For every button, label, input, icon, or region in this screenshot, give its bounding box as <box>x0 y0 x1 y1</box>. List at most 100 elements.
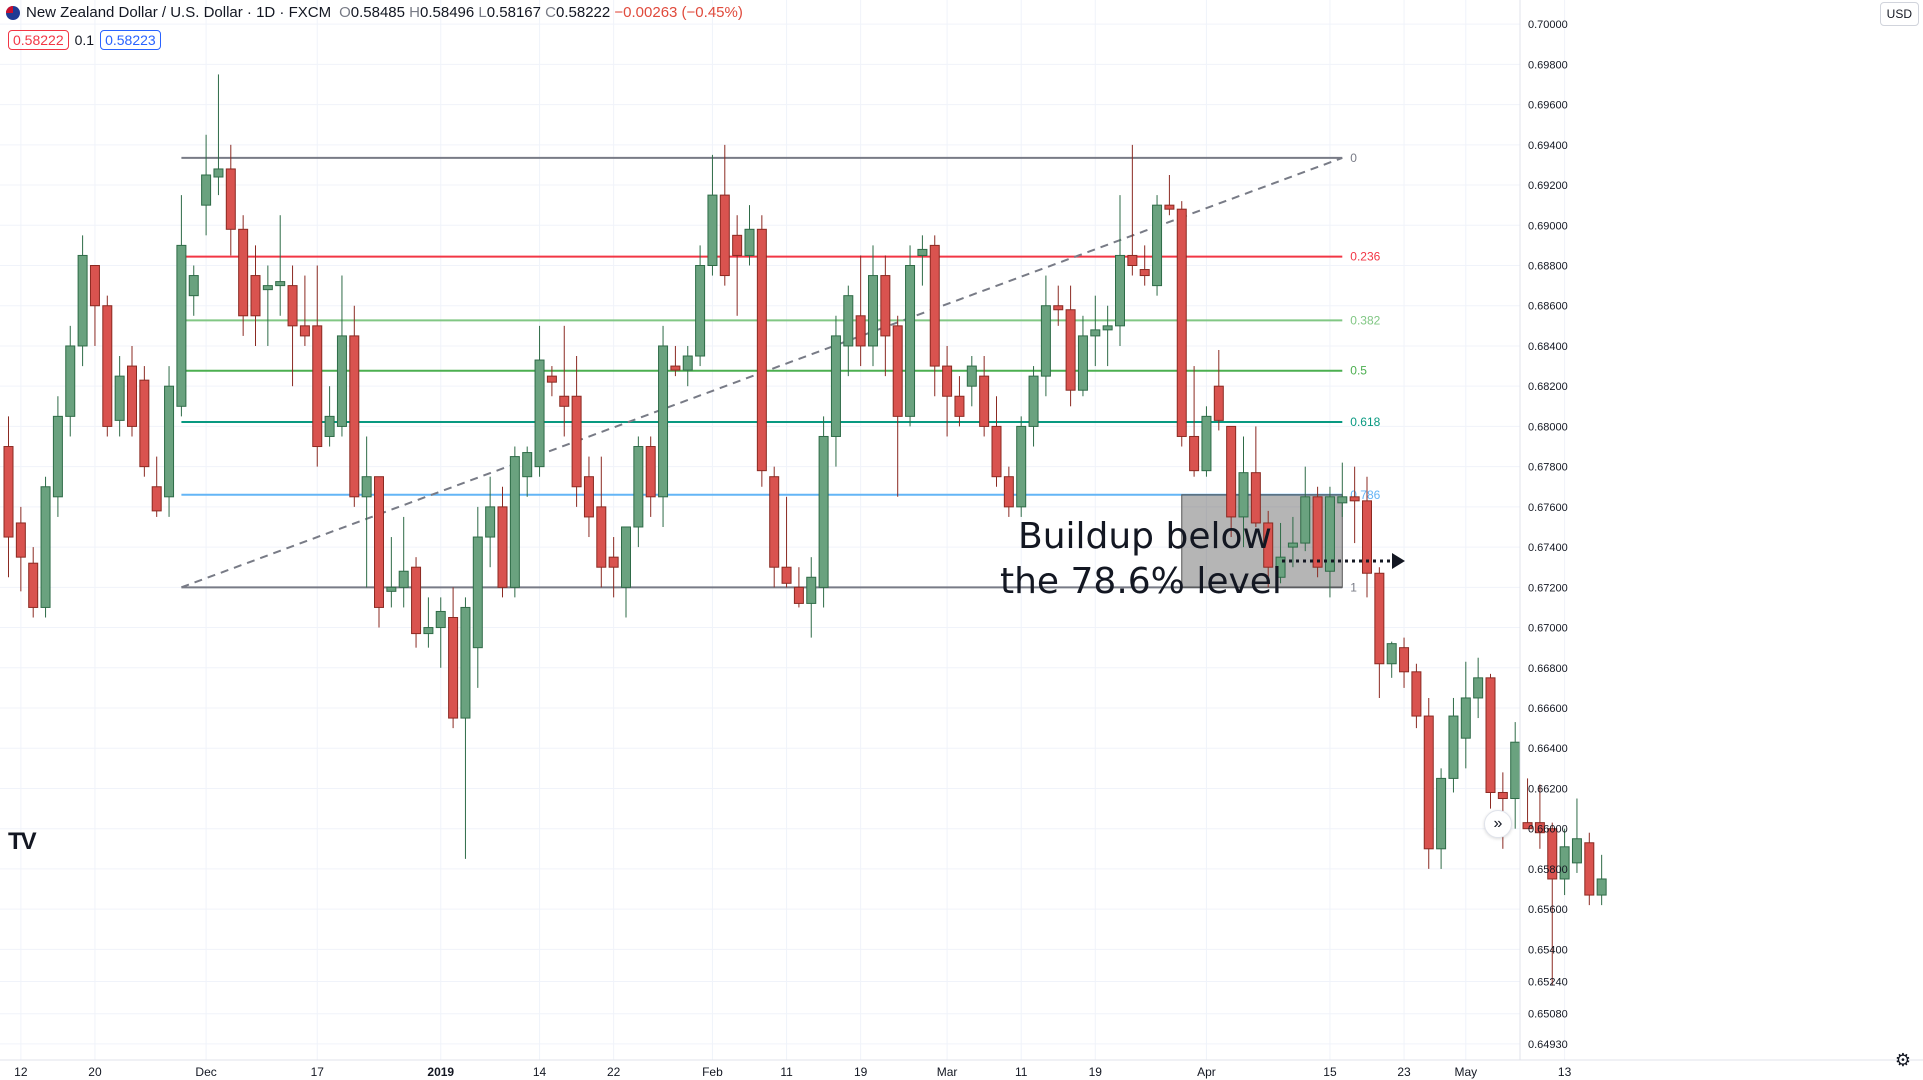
candle-body <box>1090 329 1101 337</box>
candle <box>1436 768 1447 869</box>
candle <box>1250 426 1261 527</box>
gear-icon[interactable]: ⚙ <box>1894 1050 1911 1070</box>
candle-body <box>1534 822 1545 834</box>
candle-body <box>40 486 51 608</box>
close-value: 0.58222 <box>556 4 611 21</box>
candle-body <box>1510 741 1521 800</box>
candle-body <box>77 254 88 347</box>
candle-body <box>966 365 977 387</box>
candle-body <box>1127 254 1138 267</box>
candle <box>1584 832 1595 906</box>
currency-button[interactable]: USD <box>1879 2 1919 26</box>
candle <box>312 265 323 467</box>
candle <box>1423 697 1434 869</box>
candle <box>77 235 88 367</box>
candle <box>1547 822 1558 986</box>
candle <box>756 215 767 487</box>
candle-body <box>1448 715 1459 779</box>
candle <box>571 356 582 507</box>
candle <box>670 345 681 377</box>
time-tick-label: Apr <box>1197 1065 1216 1079</box>
candle <box>3 416 14 578</box>
time-tick-label: 19 <box>1089 1065 1103 1079</box>
sell-price-button[interactable]: 0.58222 <box>8 30 69 50</box>
candle-body <box>1374 572 1385 665</box>
candle <box>1460 661 1471 769</box>
candle-body <box>1362 500 1372 574</box>
candle-body <box>1016 425 1027 508</box>
candle-body <box>546 375 557 383</box>
time-tick-label: 11 <box>780 1065 793 1079</box>
time-tick-label: 22 <box>607 1065 621 1079</box>
candle-body <box>868 275 878 347</box>
candle <box>89 265 100 346</box>
candle-body <box>954 395 965 417</box>
candle-body <box>1176 208 1187 437</box>
annotation-line-1: Buildup below <box>1018 516 1272 557</box>
candle <box>979 356 990 437</box>
candle <box>892 315 903 497</box>
price-axis: 0.70000 0.69800 0.69600 0.69400 0.69200 0.690… <box>1528 19 1568 1051</box>
candle <box>1287 516 1298 568</box>
candle-body <box>979 375 990 427</box>
candle-body <box>1559 846 1570 880</box>
candle <box>1115 195 1125 346</box>
candle <box>1275 522 1286 584</box>
candle-body <box>830 335 841 437</box>
nzd-usd-flag-icon <box>6 5 20 20</box>
candle-body <box>793 586 804 604</box>
candle-body <box>1139 269 1150 277</box>
price-tick-label: 0.67600 <box>1528 502 1568 514</box>
time-tick-label: 13 <box>1558 1065 1572 1079</box>
price-tick-label: 0.68600 <box>1528 301 1568 313</box>
buy-price-button[interactable]: 0.58223 <box>100 30 161 50</box>
price-tick-label: 0.69000 <box>1528 220 1568 232</box>
candle <box>1152 195 1163 296</box>
candle <box>262 265 273 346</box>
candle-body <box>398 570 409 588</box>
candle <box>40 476 51 618</box>
candle-body <box>262 285 273 291</box>
fib-level-label: 0.618 <box>1350 415 1380 429</box>
candle <box>991 396 1002 487</box>
candle <box>151 456 162 517</box>
candle <box>460 597 471 859</box>
candle <box>880 255 891 377</box>
candle-body <box>89 265 100 307</box>
candlesticks <box>3 74 1607 986</box>
candle <box>1559 828 1570 896</box>
candle <box>275 215 286 316</box>
candle <box>1534 784 1545 849</box>
candle-body <box>188 275 199 297</box>
candle <box>559 325 570 437</box>
candle-body <box>905 265 916 417</box>
candle <box>1399 637 1410 688</box>
candle <box>1238 436 1249 548</box>
candle-body <box>114 375 125 421</box>
candle <box>1485 673 1496 809</box>
candle-body <box>213 168 224 178</box>
open-value: 0.58485 <box>350 4 405 21</box>
candle <box>583 456 594 538</box>
tradingview-logo-icon[interactable]: TV <box>8 828 37 855</box>
symbol-title[interactable]: New Zealand Dollar / U.S. Dollar · 1D · … <box>26 4 332 21</box>
candle-body <box>1201 415 1212 472</box>
double-chevron-right-icon[interactable]: » <box>1484 810 1512 838</box>
candle-body <box>1213 385 1224 421</box>
candle-body <box>324 415 335 437</box>
candle <box>818 416 829 608</box>
price-tick-label: 0.69800 <box>1528 59 1568 71</box>
fib-level-label: 0 <box>1350 151 1357 165</box>
candle-body <box>1287 542 1298 548</box>
candle-body <box>485 506 496 538</box>
candle-body <box>583 476 594 518</box>
candle-body <box>460 606 471 719</box>
price-tick-label: 0.69200 <box>1528 180 1568 192</box>
candle-body <box>719 194 730 277</box>
candle-body <box>1077 335 1088 391</box>
candle <box>546 366 557 397</box>
change-value: −0.00263 (−0.45%) <box>614 4 743 21</box>
candle-body <box>621 526 631 588</box>
time-tick-label: 20 <box>88 1065 102 1079</box>
